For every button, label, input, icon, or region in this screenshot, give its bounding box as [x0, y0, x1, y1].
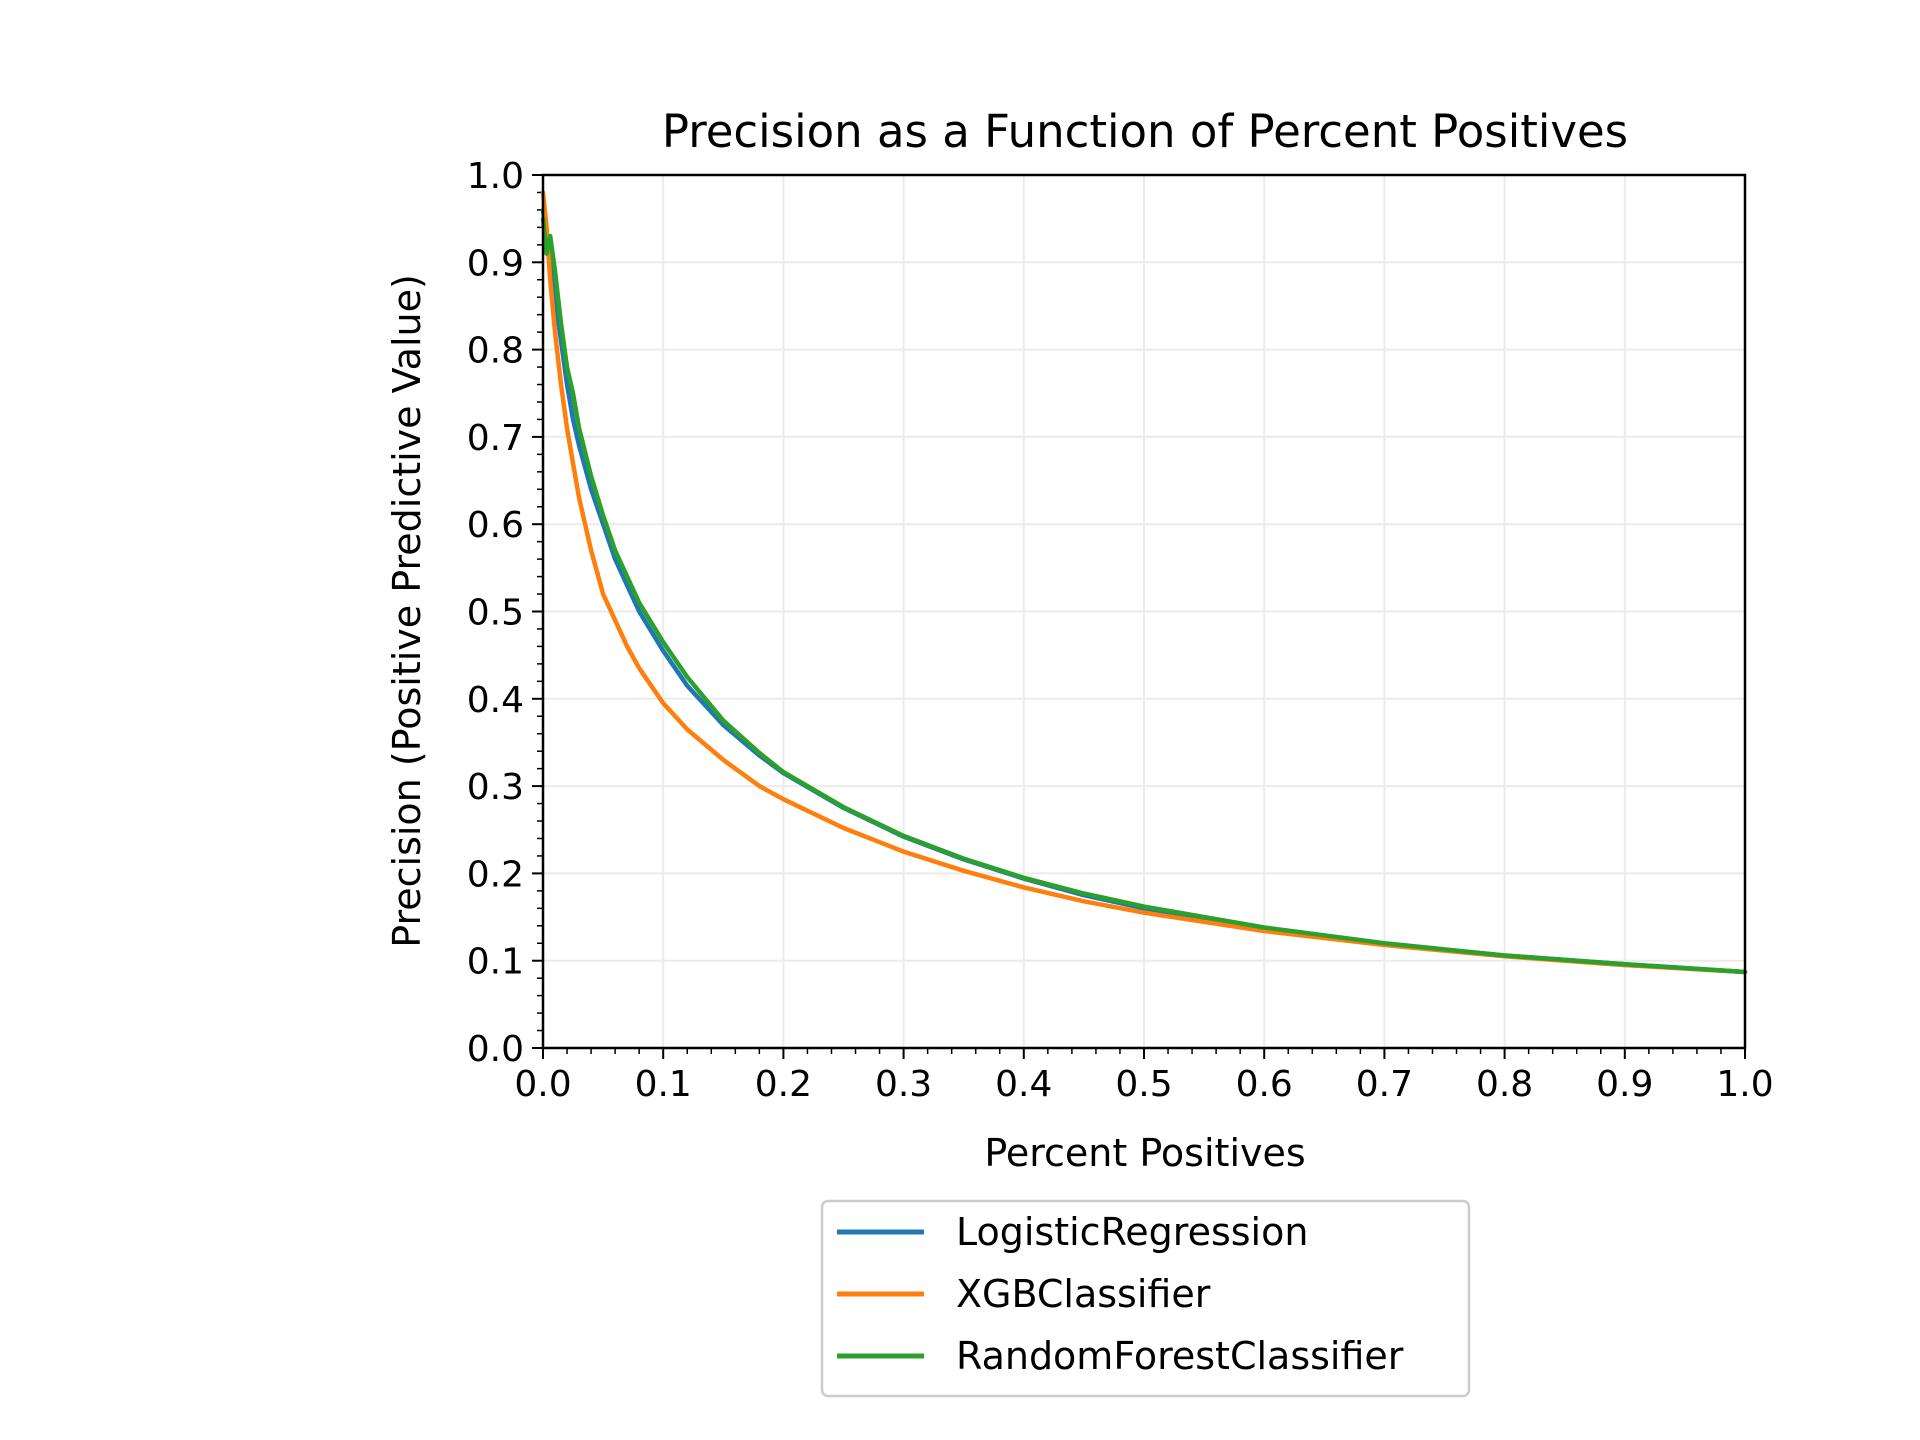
- series-lines: [540, 190, 1748, 975]
- series-line-random-forest-classifier: [540, 216, 1748, 975]
- x-tick-label: 0.6: [1236, 1064, 1293, 1105]
- y-axis-label: Precision (Positive Predictive Value): [385, 274, 429, 948]
- chart-title: Precision as a Function of Percent Posit…: [662, 105, 1628, 158]
- x-tick-label: 0.0: [514, 1064, 571, 1105]
- legend: LogisticRegression XGBClassifier RandomFor…: [820, 1199, 1471, 1398]
- x-axis-label: Percent Positives: [984, 1131, 1305, 1175]
- y-tick-label: 0.2: [467, 854, 524, 895]
- y-tick-label: 0.1: [467, 942, 524, 983]
- y-tick-label: 0.3: [467, 767, 524, 808]
- x-tick-label: 0.8: [1476, 1064, 1533, 1105]
- x-tick-label: 0.4: [995, 1064, 1052, 1105]
- series-line-xgbclassifier: [540, 190, 1748, 975]
- y-tick-label: 0.7: [467, 418, 524, 459]
- tick-labels: 0.0 0.1 0.2 0.3 0.4 0.5 0.6 0.7 0.8 0.9 1.0 0.0 0.1 0…: [467, 156, 1774, 1105]
- x-tick-label: 1.0: [1716, 1064, 1773, 1105]
- legend-box: [820, 1199, 1471, 1398]
- x-tick-label: 0.3: [875, 1064, 932, 1105]
- legend-label-random-forest-classifier: RandomForestClassifier: [956, 1334, 1404, 1378]
- x-tick-label: 0.9: [1596, 1064, 1653, 1105]
- y-tick-label: 1.0: [467, 156, 524, 197]
- legend-entries: LogisticRegression XGBClassifier RandomFor…: [837, 1210, 1404, 1378]
- x-tick-label: 0.7: [1356, 1064, 1413, 1105]
- plot-frame: [541, 173, 1747, 1050]
- legend-label-logistic-regression: LogisticRegression: [956, 1210, 1308, 1254]
- major-ticks: [532, 174, 1746, 1059]
- y-tick-label: 0.9: [467, 243, 524, 284]
- y-tick-label: 0.4: [467, 680, 524, 721]
- x-tick-label: 0.1: [635, 1064, 692, 1105]
- y-tick-label: 0.8: [467, 331, 524, 372]
- y-tick-label: 0.6: [467, 505, 524, 546]
- y-tick-label: 0.5: [467, 593, 524, 634]
- y-tick-label: 0.0: [467, 1029, 524, 1070]
- legend-label-xgbclassifier: XGBClassifier: [956, 1272, 1211, 1316]
- x-tick-label: 0.5: [1115, 1064, 1172, 1105]
- x-tick-label: 0.2: [755, 1064, 812, 1105]
